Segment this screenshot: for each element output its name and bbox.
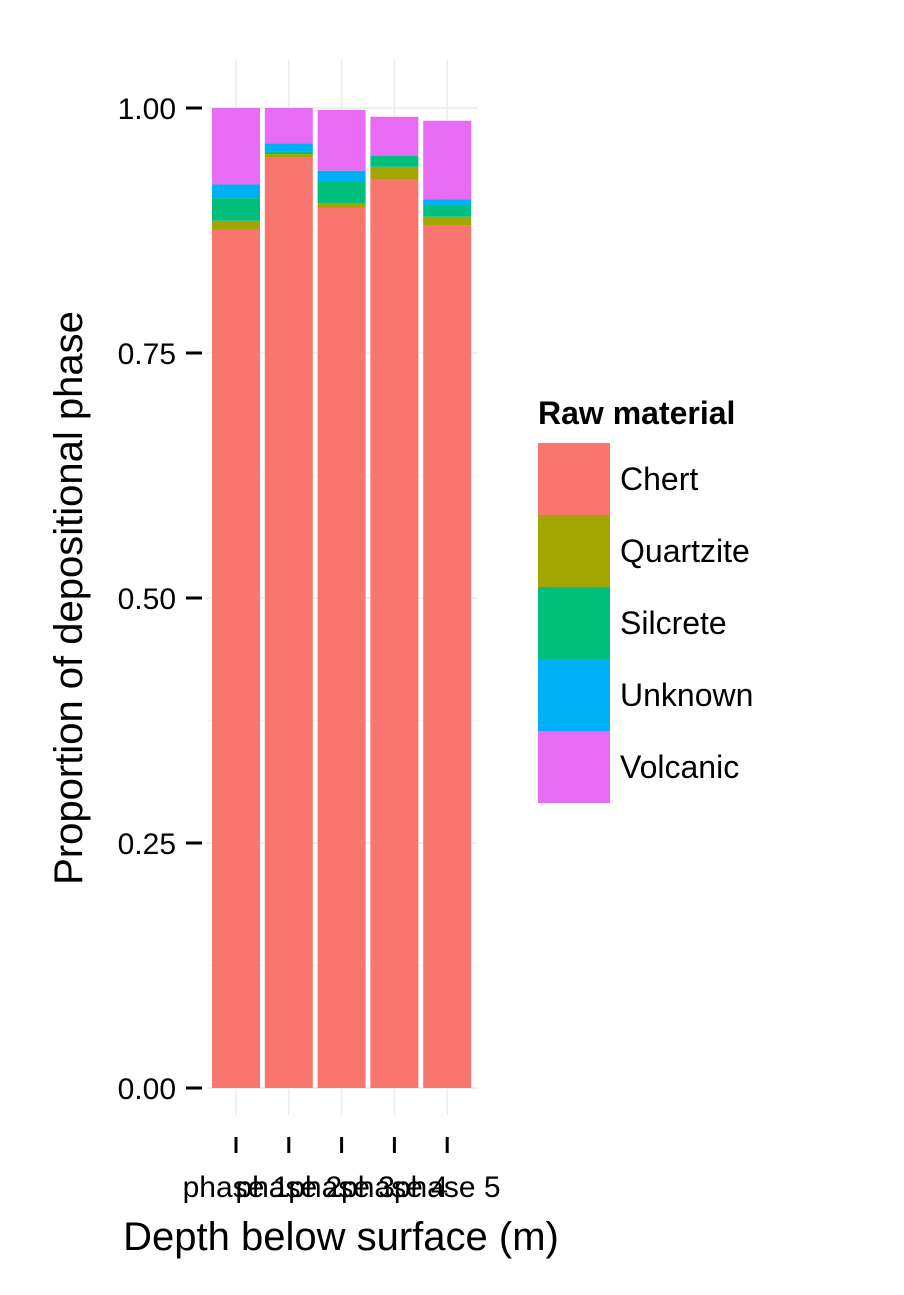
bar-segment-silcrete-1 [212, 198, 260, 221]
bar-segment-quartzite-1 [212, 220, 260, 230]
bar-segment-quartzite-5 [423, 216, 472, 226]
bar-segment-silcrete-2 [264, 151, 313, 155]
bar-segment-volcanic-2 [264, 108, 313, 144]
bar-segment-chert-3 [317, 207, 366, 1088]
bar-segment-chert-1 [212, 229, 260, 1088]
y-tick-label: 0.75 [118, 338, 176, 371]
y-tick-label: 0.00 [118, 1073, 176, 1106]
x-tick-label: phase 5 [394, 1171, 501, 1204]
legend-label-unknown: Unknown [620, 677, 753, 713]
y-tick-label: 0.50 [118, 583, 176, 616]
bar-segment-quartzite-4 [370, 166, 419, 180]
y-axis: 0.00 0.25 0.50 0.75 1.00 [118, 93, 202, 1106]
bar-segment-quartzite-3 [317, 203, 366, 208]
legend-key-silcrete [538, 587, 610, 659]
legend: Raw material Chert Quartzite Silcrete Unkno… [538, 395, 753, 803]
bar-segment-volcanic-3 [317, 109, 366, 171]
bar-segment-unknown-1 [212, 184, 260, 199]
bar-segment-volcanic-5 [423, 120, 472, 200]
bar-segment-volcanic-1 [212, 108, 260, 185]
bar-segment-unknown-5 [423, 199, 472, 206]
legend-key-chert [538, 443, 610, 515]
x-tick-label: phase 4 [341, 1171, 448, 1204]
bar-segment-silcrete-3 [317, 181, 366, 204]
legend-title: Raw material [538, 395, 735, 431]
bar-segment-silcrete-4 [370, 156, 419, 167]
legend-label-quartzite: Quartzite [620, 533, 750, 569]
y-tick-label: 0.25 [118, 828, 176, 861]
legend-label-volcanic: Volcanic [620, 749, 739, 785]
legend-label-silcrete: Silcrete [620, 605, 727, 641]
legend-key-volcanic [538, 731, 610, 803]
legend-key-quartzite [538, 515, 610, 587]
bar-segment-silcrete-5 [423, 205, 472, 217]
y-axis-title: Proportion of depositional phase [47, 311, 91, 885]
bar-segment-unknown-3 [317, 170, 366, 182]
x-tick-label: phase 3 [288, 1171, 395, 1204]
x-tick-label: phase 1 [183, 1171, 290, 1204]
legend-key-unknown [538, 659, 610, 731]
bar-segment-volcanic-4 [370, 116, 419, 157]
bar-segment-chert-5 [423, 225, 472, 1089]
x-tick-label: phase 2 [235, 1171, 342, 1204]
y-tick-label: 1.00 [118, 93, 176, 126]
bar-segment-chert-4 [370, 179, 419, 1089]
legend-label-chert: Chert [620, 461, 698, 497]
x-axis-title: Depth below surface (m) [123, 1215, 559, 1259]
bars [212, 108, 472, 1089]
bar-segment-quartzite-2 [264, 154, 313, 157]
bar-segment-chert-2 [264, 157, 313, 1088]
bar-segment-unknown-2 [264, 143, 313, 152]
